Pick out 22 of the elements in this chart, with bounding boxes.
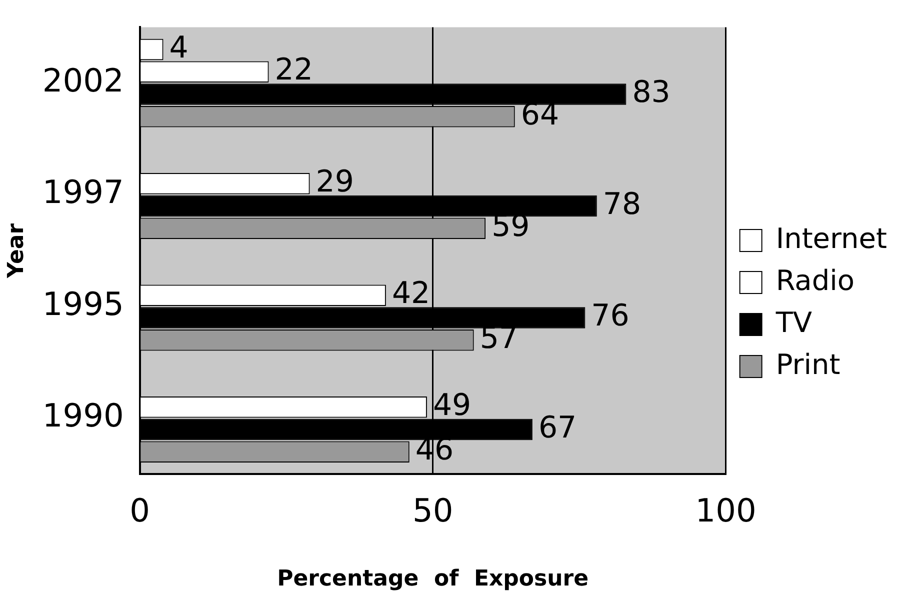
data-label: 42 [392, 276, 430, 312]
x-tick-label: 50 [412, 492, 454, 530]
y-axis-title: Year [4, 223, 29, 279]
data-label: 76 [591, 298, 630, 334]
data-label: 49 [432, 388, 472, 423]
legend-label: TV [774, 306, 812, 339]
data-label: 22 [274, 52, 313, 88]
x-tick-label: 0 [130, 492, 150, 530]
y-tick-label: 1990 [42, 396, 124, 435]
data-label: 67 [538, 410, 577, 446]
x-axis-title: Percentage of Exposure [277, 566, 589, 592]
legend-label: Radio [776, 264, 855, 297]
x-tick-label: 100 [695, 492, 756, 530]
legend-label: Print [776, 348, 840, 381]
data-label: 4 [169, 30, 188, 66]
data-label: 78 [602, 186, 642, 222]
y-tick-label: 1995 [42, 284, 124, 323]
y-tick-label: 1997 [42, 173, 124, 212]
data-label: 83 [632, 75, 670, 110]
legend-label: Internet [776, 222, 888, 255]
data-label: 29 [316, 164, 354, 200]
y-tick-label: 2002 [42, 61, 124, 100]
